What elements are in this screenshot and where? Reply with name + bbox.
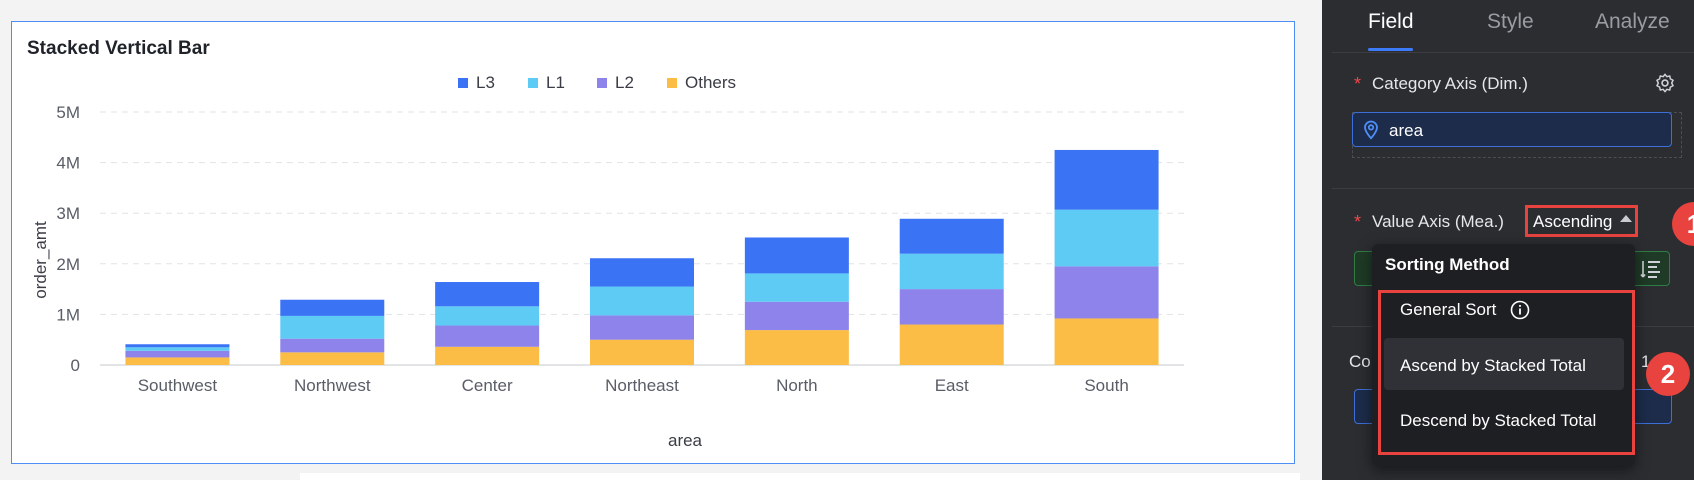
color-count: 1 [1641,352,1651,371]
legend-label[interactable]: Others [685,73,736,92]
x-axis-title: area [668,431,703,450]
category-field-label: area [1389,121,1424,140]
order-icon [1640,261,1660,278]
bar-segment-l3[interactable] [1054,149,1159,210]
legend-label[interactable]: L1 [546,73,565,92]
bar-segment-others[interactable] [280,352,385,365]
legend-swatch [667,78,677,88]
sort-order-dropdown[interactable]: Ascending [1525,205,1638,237]
x-tick-label: Southwest [138,376,218,395]
required-star: * [1354,74,1362,94]
bar-segment-l1[interactable] [899,253,1004,290]
x-tick-label: North [776,376,818,395]
bar-segment-l3[interactable] [125,344,230,348]
x-tick-label: Northeast [605,376,679,395]
y-tick-label: 1M [56,305,80,324]
y-tick-label: 4M [56,154,80,173]
bar-segment-others[interactable] [899,324,1004,365]
bar-segment-others[interactable] [125,357,230,365]
chart-card: Stacked Vertical Bar L3 L1 L2 Others 0 1M 2M 3… [11,21,1295,464]
section-divider [1332,188,1694,189]
bar-segment-l2[interactable] [590,315,694,340]
x-tick-label: East [935,376,969,395]
menu-item-descend-stacked[interactable]: Descend by Stacked Total [1400,411,1597,430]
bar-segment-others[interactable] [1054,318,1159,365]
bar-segment-l1[interactable] [590,286,694,316]
bar-segment-l1[interactable] [125,347,230,351]
bar-segment-l3[interactable] [280,299,385,316]
bar-segment-l2[interactable] [899,289,1004,325]
menu-item-ascend-stacked[interactable]: Ascend by Stacked Total [1400,356,1586,375]
bar-segment-l3[interactable] [744,237,849,274]
x-tick-label: Center [462,376,513,395]
bar-segment-l3[interactable] [590,258,694,287]
bar-segment-others[interactable] [744,330,849,365]
legend-swatch [528,78,538,88]
stacked-bar-chart: Stacked Vertical Bar L3 L1 L2 Others 0 1M 2M 3… [27,38,1184,450]
bar-segment-l2[interactable] [280,338,385,353]
step-badge-2: 2 [1646,352,1690,396]
tab-analyze[interactable]: Analyze [1595,10,1670,33]
sort-order-value: Ascending [1533,212,1613,231]
value-axis-label: Value Axis (Mea.) [1372,212,1504,231]
tab-style[interactable]: Style [1487,10,1534,33]
category-field-pill[interactable]: area [1352,112,1672,147]
x-tick-label: South [1084,376,1128,395]
legend-label[interactable]: L3 [476,73,495,92]
location-pin-icon [1364,120,1378,140]
step-badge-1: 1 [1672,202,1694,246]
legend-swatch [458,78,468,88]
legend-label[interactable]: L2 [615,73,634,92]
y-tick-label: 5M [56,103,80,122]
gear-icon[interactable] [1654,72,1676,94]
bar-segment-l2[interactable] [435,325,540,347]
menu-title: Sorting Method [1385,255,1510,274]
x-tick-label: Northwest [294,376,371,395]
y-axis-title: order_amt [31,221,50,299]
color-legend-label: Co [1349,352,1371,371]
active-tab-indicator [1368,48,1413,51]
bar-segment-l1[interactable] [744,273,849,302]
y-axis-ticks: 0 1M 2M 3M 4M 5M [56,103,80,375]
menu-item-highlight [1384,338,1624,390]
options-highlight-box [1378,290,1635,455]
bar-segment-l2[interactable] [125,350,230,358]
bar-segment-l1[interactable] [1054,209,1159,267]
bars [125,149,1159,365]
bottom-strip [300,473,1300,480]
required-star: * [1354,212,1362,232]
bar-segment-l2[interactable] [744,301,849,331]
bar-segment-l1[interactable] [435,306,540,326]
x-axis-ticks: Southwest Northwest Center Northeast North Ea… [138,376,1129,395]
info-icon[interactable] [1510,300,1530,320]
bar-segment-l2[interactable] [1054,266,1159,319]
caret-up-icon [1620,215,1632,222]
chart-title: Stacked Vertical Bar [27,38,210,59]
y-tick-label: 0 [71,356,80,375]
menu-item-general-sort[interactable]: General Sort [1400,300,1497,319]
category-axis-label: Category Axis (Dim.) [1372,74,1528,93]
measure-field-sort-button[interactable] [1630,251,1670,286]
bar-segment-l1[interactable] [280,315,385,339]
y-tick-label: 2M [56,255,80,274]
chart-legend: L3 L1 L2 Others [458,73,736,92]
legend-swatch [597,78,607,88]
bar-segment-others[interactable] [435,346,540,365]
y-tick-label: 3M [56,204,80,223]
tab-field[interactable]: Field [1368,10,1414,33]
bar-segment-others[interactable] [590,339,694,365]
bar-segment-l3[interactable] [899,218,1004,254]
bar-segment-l3[interactable] [435,282,540,307]
tabs-divider [1332,52,1694,53]
